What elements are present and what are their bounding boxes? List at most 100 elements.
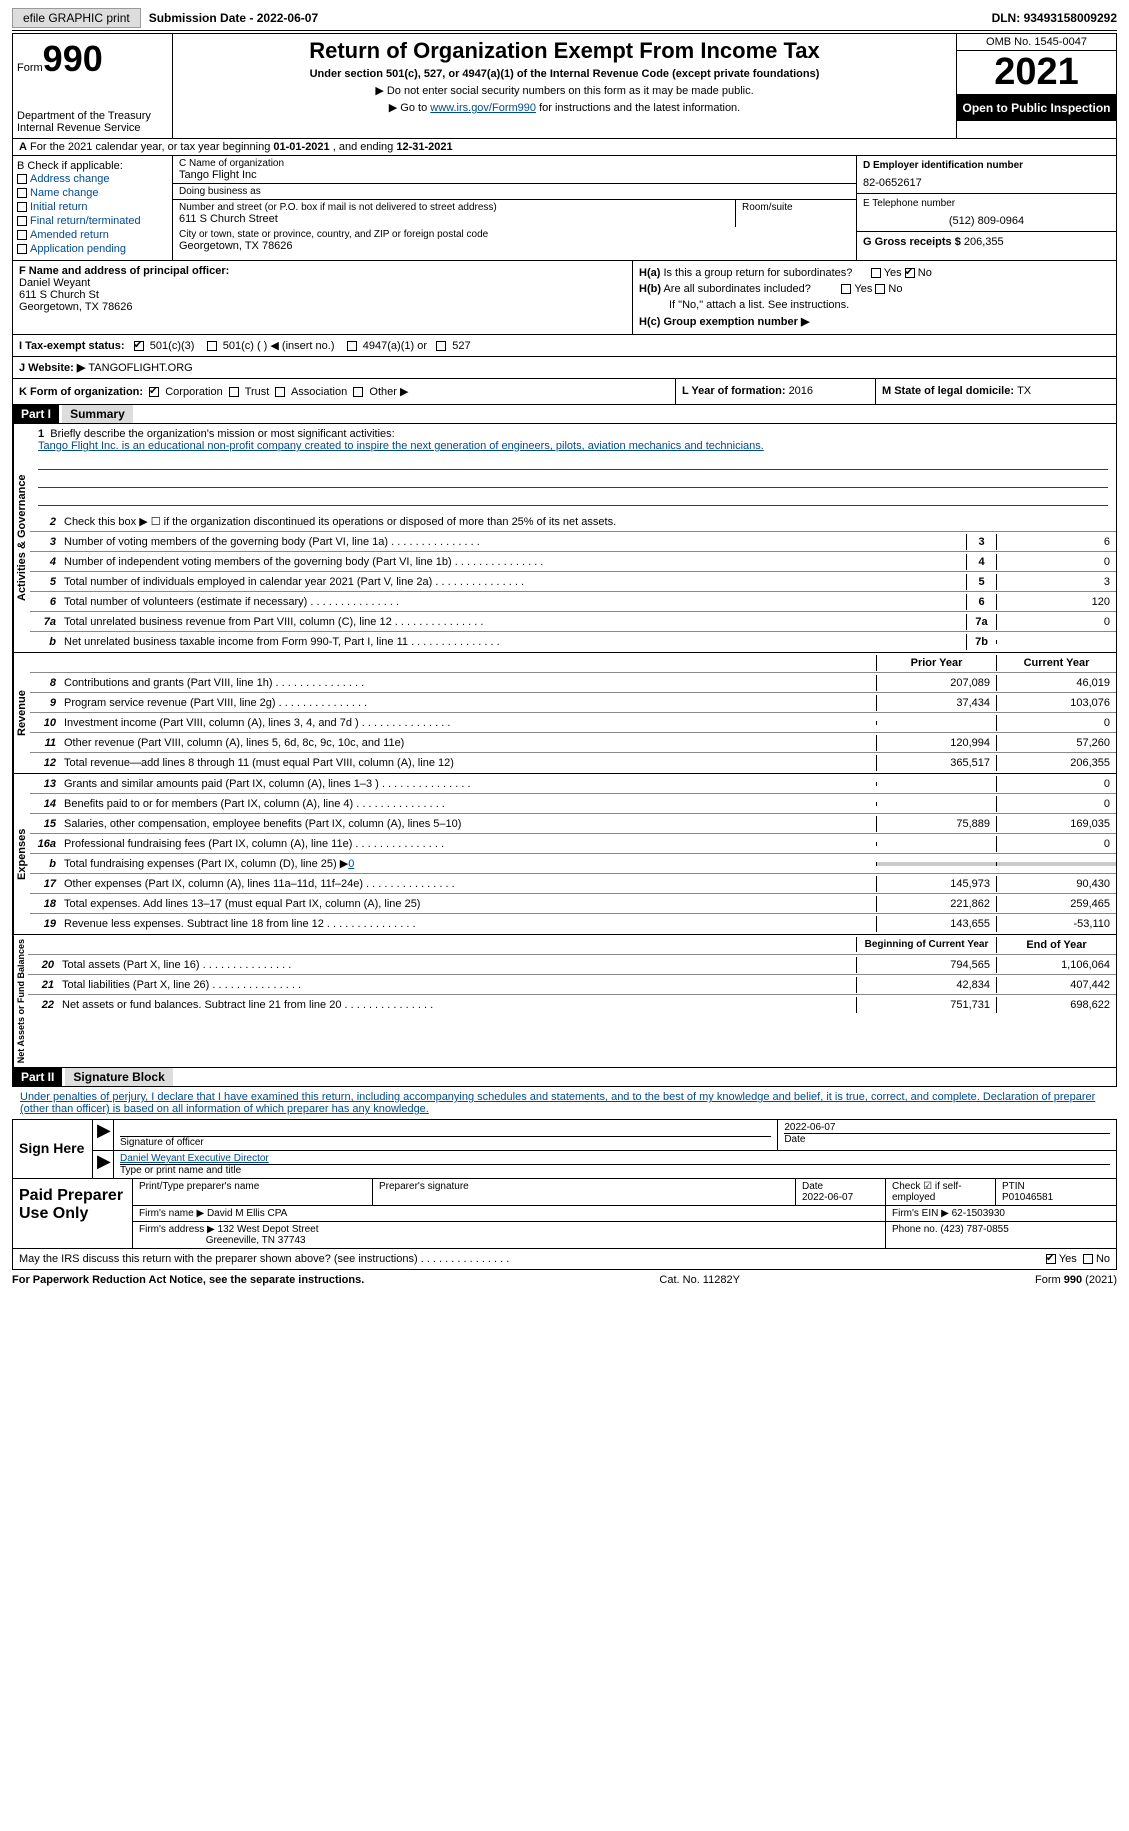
arrow-icon: ▶ <box>93 1120 113 1150</box>
cb-address-change[interactable]: Address change <box>17 172 168 186</box>
perjury-text: Under penalties of perjury, I declare th… <box>12 1087 1117 1119</box>
line-2: Check this box ▶ ☐ if the organization d… <box>60 513 1116 530</box>
line-6: Total number of volunteers (estimate if … <box>60 594 966 610</box>
section-b-checkboxes: B Check if applicable: Address change Na… <box>13 156 173 260</box>
room-suite-cell: Room/suite <box>736 200 856 227</box>
line-3: Number of voting members of the governin… <box>60 534 966 550</box>
note-link: ▶ Go to www.irs.gov/Form990 for instruct… <box>181 101 948 114</box>
cb-501c3[interactable] <box>134 341 144 351</box>
line-22: Net assets or fund balances. Subtract li… <box>58 997 856 1013</box>
paid-preparer-label: Paid Preparer Use Only <box>13 1179 133 1248</box>
line-7b: Net unrelated business taxable income fr… <box>60 634 966 650</box>
irs-link[interactable]: www.irs.gov/Form990 <box>430 102 536 114</box>
col-current-year: Current Year <box>996 655 1116 671</box>
cb-yes[interactable] <box>1046 1254 1056 1264</box>
line-15: Salaries, other compensation, employee b… <box>60 816 876 832</box>
officer-signature: Signature of officer <box>113 1120 777 1150</box>
part1-header: Part I <box>13 405 59 423</box>
dept-text: Department of the Treasury Internal Reve… <box>17 110 168 134</box>
cb-4947[interactable] <box>347 341 357 351</box>
cb-assoc[interactable] <box>275 387 285 397</box>
line-16a: Professional fundraising fees (Part IX, … <box>60 836 876 852</box>
firm-phone: Phone no. (423) 787-0855 <box>886 1222 1116 1248</box>
cb-app-pending[interactable]: Application pending <box>17 242 168 256</box>
address-cell: Number and street (or P.O. box if mail i… <box>173 200 736 227</box>
cb-527[interactable] <box>436 341 446 351</box>
sign-here-label: Sign Here <box>13 1120 93 1178</box>
firm-ein: Firm's EIN ▶ 62-1503930 <box>886 1206 1116 1221</box>
cb-name-change[interactable]: Name change <box>17 186 168 200</box>
submission-date-label: Submission Date - 2022-06-07 <box>149 11 318 25</box>
year-formation: L Year of formation: 2016 <box>676 379 876 404</box>
org-name-cell: C Name of organization Tango Flight Inc <box>173 156 856 184</box>
cb-amended[interactable]: Amended return <box>17 228 168 242</box>
ein-cell: D Employer identification number 82-0652… <box>857 156 1116 194</box>
form-subtitle: Under section 501(c), 527, or 4947(a)(1)… <box>181 68 948 80</box>
typed-name: Daniel Weyant Executive DirectorType or … <box>113 1151 1116 1178</box>
line-12: Total revenue—add lines 8 through 11 (mu… <box>60 755 876 771</box>
cb-501c[interactable] <box>207 341 217 351</box>
note-ssn: ▶ Do not enter social security numbers o… <box>181 84 948 97</box>
col-beginning: Beginning of Current Year <box>856 937 996 952</box>
part2-title: Signature Block <box>65 1068 172 1086</box>
b-label: B Check if applicable: <box>17 160 168 172</box>
cat-number: Cat. No. 11282Y <box>659 1274 740 1286</box>
dba-cell: Doing business as <box>173 184 856 200</box>
line-18: Total expenses. Add lines 13–17 (must eq… <box>60 896 876 912</box>
line-16b: Total fundraising expenses (Part IX, col… <box>60 855 876 872</box>
part2-header: Part II <box>13 1068 62 1086</box>
preparer-date: Date2022-06-07 <box>796 1179 886 1205</box>
cb-no[interactable] <box>1083 1254 1093 1264</box>
group-return-section: H(a) Is this a group return for subordin… <box>633 261 1116 334</box>
firm-name: Firm's name ▶ David M Ellis CPA <box>133 1206 886 1221</box>
form-ref: Form 990 (2021) <box>1035 1274 1117 1286</box>
website-row: J Website: ▶ TANGOFLIGHT.ORG <box>12 357 1117 379</box>
part1-title: Summary <box>62 405 133 423</box>
gross-receipts-cell: G Gross receipts $ 206,355 <box>857 232 1116 252</box>
phone-cell: E Telephone number (512) 809-0964 <box>857 194 1116 232</box>
preparer-sig: Preparer's signature <box>373 1179 796 1205</box>
form-word: Form <box>17 62 43 74</box>
line-13: Grants and similar amounts paid (Part IX… <box>60 776 876 792</box>
firm-address: Firm's address ▶ 132 West Depot Street G… <box>133 1222 886 1248</box>
line-21: Total liabilities (Part X, line 26) <box>58 977 856 993</box>
cb-other[interactable] <box>353 387 363 397</box>
mission-text[interactable]: Tango Flight Inc. is an educational non-… <box>38 440 764 452</box>
cb-trust[interactable] <box>229 387 239 397</box>
line-8: Contributions and grants (Part VIII, lin… <box>60 675 876 691</box>
efile-print-button[interactable]: efile GRAPHIC print <box>12 8 141 28</box>
line-19: Revenue less expenses. Subtract line 18 … <box>60 916 876 932</box>
line-17: Other expenses (Part IX, column (A), lin… <box>60 876 876 892</box>
principal-officer: F Name and address of principal officer:… <box>13 261 633 334</box>
omb-number: OMB No. 1545-0047 <box>957 34 1116 51</box>
may-irs-discuss: May the IRS discuss this return with the… <box>12 1249 1117 1270</box>
form-number: 990 <box>43 38 103 79</box>
ptin: PTINP01046581 <box>996 1179 1116 1205</box>
self-employed: Check ☑ if self-employed <box>886 1179 996 1205</box>
vlabel-revenue: Revenue <box>13 653 30 773</box>
vlabel-activities: Activities & Governance <box>13 424 30 652</box>
tax-year: 2021 <box>957 51 1116 95</box>
arrow-icon: ▶ <box>93 1151 113 1178</box>
cb-final-return[interactable]: Final return/terminated <box>17 214 168 228</box>
preparer-name: Print/Type preparer's name <box>133 1179 373 1205</box>
line-20: Total assets (Part X, line 16) <box>58 957 856 973</box>
city-cell: City or town, state or province, country… <box>173 227 856 254</box>
cb-initial-return[interactable]: Initial return <box>17 200 168 214</box>
vlabel-netassets: Net Assets or Fund Balances <box>13 935 28 1067</box>
line-11: Other revenue (Part VIII, column (A), li… <box>60 735 876 751</box>
tax-exempt-status: I Tax-exempt status: 501(c)(3) 501(c) ( … <box>12 335 1117 357</box>
cb-corp[interactable] <box>149 387 159 397</box>
line-5: Total number of individuals employed in … <box>60 574 966 590</box>
form-of-org: K Form of organization: Corporation Trus… <box>13 379 676 404</box>
form-title: Return of Organization Exempt From Incom… <box>181 38 948 64</box>
line-14: Benefits paid to or for members (Part IX… <box>60 796 876 812</box>
line-4: Number of independent voting members of … <box>60 554 966 570</box>
col-end: End of Year <box>996 937 1116 953</box>
line-a: A For the 2021 calendar year, or tax yea… <box>12 139 1117 156</box>
signature-date: 2022-06-07Date <box>777 1120 1116 1150</box>
state-domicile: M State of legal domicile: TX <box>876 379 1116 404</box>
mission-section: 1 Briefly describe the organization's mi… <box>30 424 1116 512</box>
line-9: Program service revenue (Part VIII, line… <box>60 695 876 711</box>
form-header: Form990 Department of the Treasury Inter… <box>12 33 1117 139</box>
